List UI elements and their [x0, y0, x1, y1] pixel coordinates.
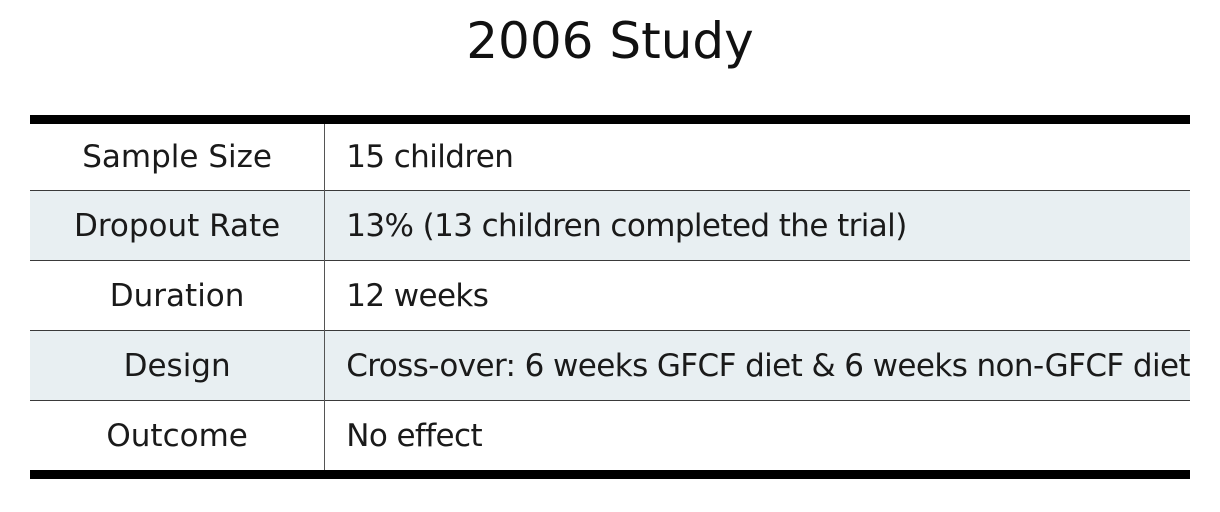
study-table: Sample Size 15 children Dropout Rate 13%… — [30, 115, 1191, 479]
row-label-sample-size: Sample Size — [30, 119, 326, 191]
table-row: Design Cross-over: 6 weeks GFCF diet & 6… — [30, 330, 1191, 401]
row-label-design: Design — [30, 330, 326, 401]
row-value-outcome: No effect — [324, 400, 1190, 475]
row-label-outcome: Outcome — [30, 400, 326, 475]
study-table-container: Sample Size 15 children Dropout Rate 13%… — [30, 115, 1191, 479]
table-row: Duration 12 weeks — [30, 260, 1190, 331]
row-value-duration: 12 weeks — [324, 260, 1190, 331]
table-row: Sample Size 15 children — [30, 119, 1190, 191]
row-label-dropout-rate: Dropout Rate — [30, 190, 326, 261]
page-title: 2006 Study — [466, 12, 754, 70]
row-value-design: Cross-over: 6 weeks GFCF diet & 6 weeks … — [324, 330, 1191, 401]
table-row: Dropout Rate 13% (13 children completed … — [30, 190, 1190, 261]
table-row: Outcome No effect — [30, 400, 1190, 475]
row-value-sample-size: 15 children — [346, 139, 514, 175]
row-value-dropout-rate: 13% (13 children completed the trial) — [324, 190, 1190, 261]
row-label-duration: Duration — [30, 260, 326, 331]
